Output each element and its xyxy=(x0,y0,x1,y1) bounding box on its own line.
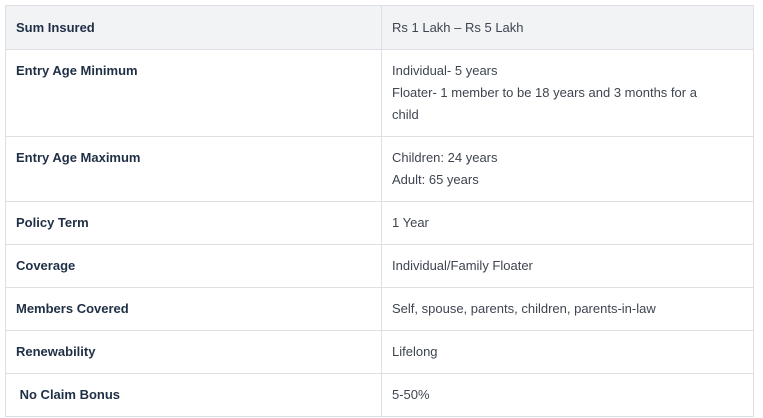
row-value-line: Floater- 1 member to be 18 years and 3 m… xyxy=(392,85,697,100)
row-value: Self, spouse, parents, children, parents… xyxy=(381,287,754,331)
table-row: Policy Term 1 Year xyxy=(5,201,754,245)
row-value-line: Individual/Family Floater xyxy=(392,258,533,273)
table-row: Members Covered Self, spouse, parents, c… xyxy=(5,287,754,331)
row-label: Entry Age Maximum xyxy=(5,136,382,202)
row-value: Individual- 5 years Floater- 1 member to… xyxy=(381,49,754,137)
policy-details-table: Sum Insured Rs 1 Lakh – Rs 5 Lakh Entry … xyxy=(5,5,754,417)
row-label: Coverage xyxy=(5,244,382,288)
table-row: No Claim Bonus 5-50% xyxy=(5,373,754,417)
policy-details-table-container: Sum Insured Rs 1 Lakh – Rs 5 Lakh Entry … xyxy=(5,5,754,417)
row-label: Policy Term xyxy=(5,201,382,245)
table-row: Renewability Lifelong xyxy=(5,330,754,374)
row-value: Lifelong xyxy=(381,330,754,374)
row-label: No Claim Bonus xyxy=(5,373,382,417)
row-value-line: 5-50% xyxy=(392,387,430,402)
row-value: Individual/Family Floater xyxy=(381,244,754,288)
row-label: Sum Insured xyxy=(5,5,382,50)
table-row: Entry Age Maximum Children: 24 years Adu… xyxy=(5,136,754,202)
row-value-line: Rs 1 Lakh – Rs 5 Lakh xyxy=(392,20,524,35)
row-value: Children: 24 years Adult: 65 years xyxy=(381,136,754,202)
row-label: Renewability xyxy=(5,330,382,374)
row-value-line: 1 Year xyxy=(392,215,429,230)
row-value: Rs 1 Lakh – Rs 5 Lakh xyxy=(381,5,754,50)
row-value-line: Self, spouse, parents, children, parents… xyxy=(392,301,656,316)
table-row: Entry Age Minimum Individual- 5 years Fl… xyxy=(5,49,754,137)
table-row: Coverage Individual/Family Floater xyxy=(5,244,754,288)
row-value-line: child xyxy=(392,107,419,122)
row-value-line: Lifelong xyxy=(392,344,438,359)
row-value-line: Children: 24 years xyxy=(392,150,498,165)
table-row: Sum Insured Rs 1 Lakh – Rs 5 Lakh xyxy=(5,5,754,50)
row-value: 1 Year xyxy=(381,201,754,245)
row-label: Members Covered xyxy=(5,287,382,331)
row-value-line: Individual- 5 years xyxy=(392,63,498,78)
row-label: Entry Age Minimum xyxy=(5,49,382,137)
row-value-line: Adult: 65 years xyxy=(392,172,479,187)
row-value: 5-50% xyxy=(381,373,754,417)
